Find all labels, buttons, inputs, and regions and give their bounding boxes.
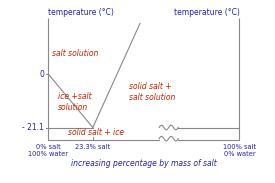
Text: increasing percentage by mass of salt: increasing percentage by mass of salt [71, 159, 217, 168]
Text: temperature (°C): temperature (°C) [48, 8, 114, 17]
Text: solid salt + ice: solid salt + ice [68, 128, 124, 137]
Text: 0% salt
100% water: 0% salt 100% water [28, 144, 68, 157]
Text: ice +salt
solution: ice +salt solution [58, 92, 92, 112]
Text: 23.3% salt: 23.3% salt [75, 144, 110, 150]
Text: 0: 0 [40, 70, 45, 79]
Text: 100% salt
0% water: 100% salt 0% water [223, 144, 256, 157]
Text: solid salt +
salt solution: solid salt + salt solution [128, 82, 175, 102]
Text: - 21.1: - 21.1 [22, 123, 43, 132]
Text: temperature (°C): temperature (°C) [174, 8, 240, 17]
Text: salt solution: salt solution [52, 49, 98, 58]
